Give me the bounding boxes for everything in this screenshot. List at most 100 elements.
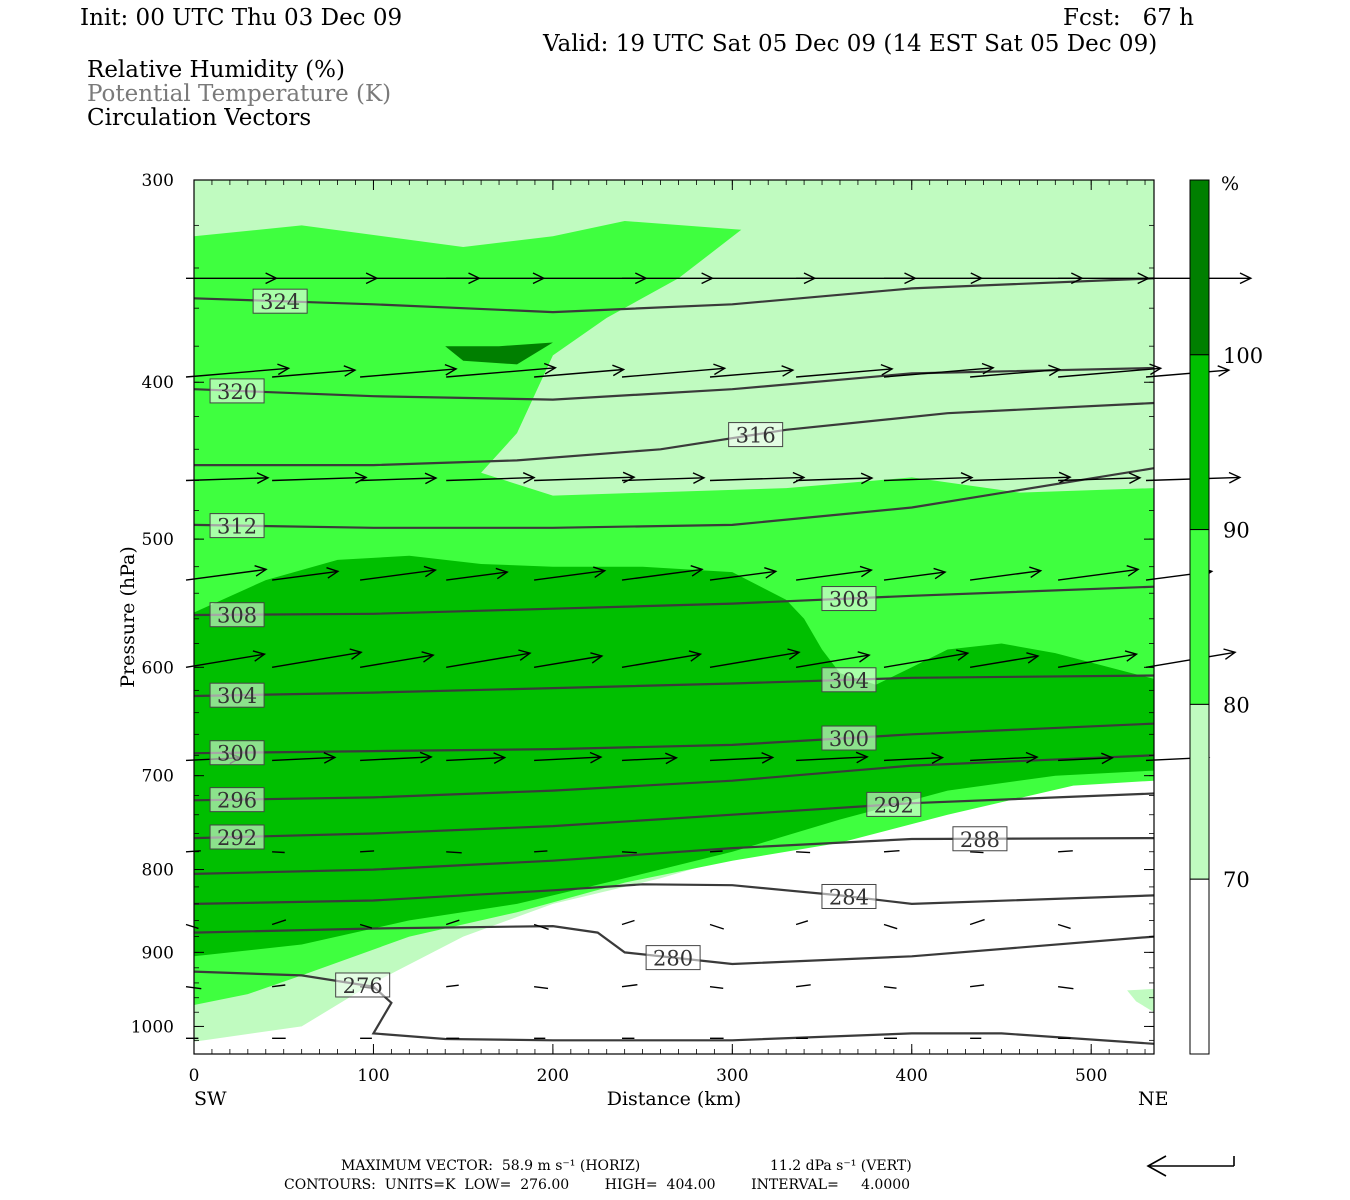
vector-head — [956, 649, 970, 661]
vector-head — [354, 471, 368, 484]
circulation-vector — [446, 984, 459, 988]
vector-head — [1029, 566, 1043, 578]
theta-label-316: 316 — [728, 422, 784, 448]
circulation-vector — [709, 648, 801, 668]
vector-shaft — [534, 368, 624, 378]
theta-label-box — [645, 945, 701, 971]
circulation-vector — [796, 565, 873, 581]
circulation-vector — [883, 472, 974, 484]
vector-shaft — [883, 986, 897, 989]
field-vectors: Circulation Vectors — [87, 105, 312, 131]
theta-label-text: 304 — [829, 669, 869, 693]
vector-shaft — [621, 851, 637, 854]
circulation-vector — [446, 649, 532, 668]
vector-shaft — [534, 476, 635, 482]
theta-label-324: 324 — [252, 288, 308, 314]
vector-head — [349, 648, 363, 660]
vector-shaft — [709, 923, 725, 930]
circulation-vector — [271, 648, 363, 668]
theta-label-308: 308 — [209, 602, 265, 628]
circulation-vector — [883, 923, 898, 930]
circulation-vector — [970, 851, 984, 854]
circulation-vector — [185, 650, 267, 668]
x-tick-label: 500 — [1075, 1066, 1107, 1086]
circulation-vector — [446, 851, 462, 854]
vector-shaft — [272, 369, 356, 378]
circulation-vector — [446, 567, 509, 581]
circulation-vector — [796, 363, 894, 378]
circulation-vector — [883, 850, 900, 853]
theta-contour-300 — [193, 722, 1155, 755]
vector-shaft — [533, 923, 549, 930]
theta-contour-296 — [193, 754, 1155, 802]
vector-shaft — [709, 476, 804, 482]
theta-label-276: 276 — [335, 972, 391, 998]
vector-shaft — [185, 367, 289, 378]
vector-shaft — [272, 570, 338, 581]
reference-vector — [1146, 1155, 1235, 1177]
circulation-vector — [883, 986, 897, 989]
circulation-vector — [970, 566, 1043, 581]
vector-shaft — [883, 652, 968, 668]
vector-head — [1101, 752, 1115, 765]
circulation-vector — [621, 650, 703, 668]
theta-contour-292 — [193, 792, 1155, 840]
circulation-vector — [534, 986, 549, 990]
vector-shaft — [1058, 850, 1073, 853]
theta-label-box — [821, 586, 877, 612]
vector-shaft — [360, 850, 375, 853]
vector-shaft — [796, 851, 811, 854]
vector-shaft — [445, 919, 460, 926]
theta-label-text: 308 — [217, 604, 257, 628]
circulation-vector — [446, 362, 558, 378]
vector-shaft — [970, 570, 1041, 581]
vector-shaft — [1058, 367, 1161, 378]
theta-contour-320 — [193, 366, 1155, 401]
vector-shaft — [1058, 477, 1141, 482]
vector-shaft — [272, 984, 286, 988]
theta-contour-304 — [193, 674, 1155, 698]
theta-label-text: 312 — [217, 515, 257, 539]
x-tick-label: 400 — [896, 1066, 928, 1086]
circulation-vector — [970, 984, 985, 988]
circulation-vector — [709, 923, 725, 930]
init-time: Init: 00 UTC Thu 03 Dec 09 — [80, 5, 403, 31]
valid-time: Valid: 19 UTC Sat 05 Dec 09 (14 EST Sat … — [543, 31, 1158, 57]
vector-shaft — [533, 655, 603, 668]
vector-head — [518, 649, 532, 661]
vector-head — [252, 650, 267, 662]
colorbar-unit: % — [1221, 173, 1239, 195]
circulation-vector — [969, 918, 985, 926]
vector-shaft — [185, 477, 269, 482]
circulation-vector — [359, 651, 435, 668]
circulation-vector — [709, 365, 795, 378]
circulation-vector — [883, 362, 995, 378]
vector-shaft — [796, 984, 811, 988]
circulation-vector — [1145, 365, 1231, 378]
circulation-vector — [446, 472, 536, 484]
theta-label-box — [209, 682, 265, 708]
colorbar-bin — [1189, 354, 1210, 531]
circulation-vector — [272, 567, 340, 581]
vector-head — [495, 567, 509, 580]
vector-head — [254, 565, 268, 577]
circulation-vector — [359, 923, 373, 929]
circulation-vector — [796, 472, 874, 485]
circulation-vector — [796, 751, 869, 764]
theta-label-292: 292 — [209, 824, 265, 850]
circulation-vector — [185, 472, 270, 485]
vector-head — [1239, 272, 1253, 285]
x-left-end: SW — [194, 1088, 227, 1110]
vector-shaft — [883, 476, 973, 482]
vector-shaft — [360, 477, 437, 482]
vector-head — [323, 752, 337, 764]
theta-label-320: 320 — [209, 378, 265, 404]
colorbar-bin — [1189, 179, 1210, 356]
vector-shaft — [360, 756, 432, 762]
theta-label-box — [821, 725, 877, 751]
theta-label-292: 292 — [866, 791, 922, 817]
vector-head — [787, 648, 801, 660]
vector-head — [931, 752, 945, 765]
circulation-vector — [185, 923, 199, 930]
vector-head — [857, 651, 871, 663]
